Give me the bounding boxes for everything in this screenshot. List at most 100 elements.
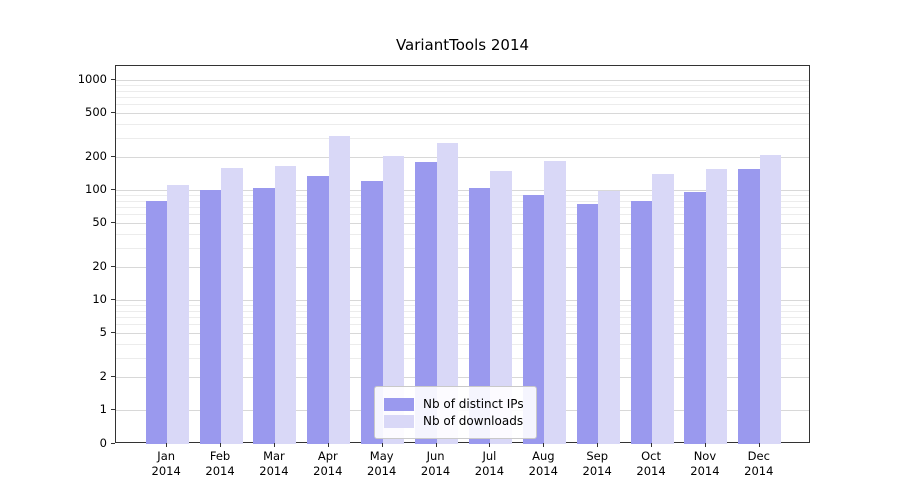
y-tick-label: 1000	[77, 72, 107, 86]
x-tick-mark	[435, 443, 437, 447]
y-tick-label: 0	[99, 436, 107, 450]
gridline-major	[116, 300, 809, 301]
x-tick-label-line: Apr	[317, 449, 338, 463]
gridline-minor	[116, 137, 809, 139]
gridline-minor	[116, 343, 809, 345]
gridline-minor	[116, 104, 809, 106]
bar-downloads	[328, 135, 351, 444]
gridline-major	[116, 376, 809, 378]
gridline-minor	[116, 195, 809, 197]
legend-item-distinct-ips: Nb of distinct IPs	[384, 397, 524, 411]
x-tick-label-line: 2014	[205, 464, 235, 478]
x-tick-mark	[758, 443, 760, 447]
x-tick-label-line: Jul	[482, 449, 497, 463]
y-tick-mark	[111, 189, 115, 190]
y-tick-mark	[111, 265, 115, 267]
y-tick-mark	[111, 332, 115, 334]
x-tick-label: Sep 2014	[567, 449, 627, 479]
x-tick-mark	[166, 443, 168, 447]
bar-downloads	[544, 160, 566, 444]
y-tick-label: 100	[85, 182, 107, 196]
gridline-major	[116, 223, 809, 225]
gridline-minor	[116, 305, 809, 307]
x-tick-label: Jan 2014	[136, 449, 196, 479]
bar-downloads	[221, 167, 243, 444]
x-tick-mark	[327, 443, 329, 447]
bar-distinct-ips	[684, 192, 706, 444]
bar-downloads	[652, 173, 674, 444]
x-tick-mark	[651, 443, 653, 447]
x-tick-label-line: 2014	[313, 464, 343, 478]
legend-swatch-downloads	[384, 414, 414, 428]
x-tick-label-line: 2014	[528, 464, 558, 478]
x-tick-label: Feb 2014	[190, 449, 250, 479]
y-tick-label: 20	[92, 258, 107, 273]
x-tick-label: Apr 2014	[298, 449, 358, 479]
x-tick-label-line: 2014	[259, 464, 289, 478]
bar-downloads	[382, 155, 405, 444]
bar-distinct-ips	[468, 187, 491, 444]
x-tick-label-line: 2014	[582, 464, 612, 478]
y-tick-label: 500	[85, 105, 107, 120]
x-tick-label-line: 2014	[690, 464, 720, 478]
y-tick-mark	[111, 222, 115, 224]
x-tick-label: Jun 2014	[406, 449, 466, 479]
x-tick-label: Oct 2014	[621, 449, 681, 479]
gridline-minor	[116, 123, 809, 125]
gridline-major	[116, 113, 809, 115]
y-tick-label: 200	[85, 148, 107, 163]
x-tick-label-line: Aug	[532, 449, 555, 463]
bar-downloads	[705, 169, 728, 444]
x-tick-mark	[543, 443, 545, 447]
chart-title: VariantTools 2014	[395, 36, 530, 54]
x-tick-label-line: Sep	[586, 449, 609, 463]
bar-distinct-ips	[576, 203, 599, 444]
gridline-minor	[116, 214, 809, 216]
gridline-minor	[116, 207, 809, 209]
y-tick-label: 2	[99, 368, 107, 383]
bar-distinct-ips	[307, 175, 329, 444]
x-tick-mark	[273, 443, 275, 447]
y-tick-mark	[111, 79, 115, 80]
legend-item-downloads: Nb of downloads	[384, 414, 524, 428]
bar-distinct-ips	[415, 161, 437, 444]
x-tick-label-line: Feb	[209, 449, 231, 463]
gridline-minor	[116, 324, 809, 326]
x-tick-label: Aug 2014	[513, 449, 573, 479]
x-tick-label-line: 2014	[367, 464, 397, 478]
gridline-minor	[116, 233, 809, 235]
x-tick-label-line: 2014	[636, 464, 666, 478]
bar-distinct-ips	[630, 200, 653, 444]
plot-area	[115, 65, 810, 444]
legend-label-distinct-ips: Nb of distinct IPs	[423, 397, 524, 411]
bar-distinct-ips	[253, 187, 275, 444]
y-tick-mark	[111, 409, 115, 410]
x-tick-label-line: Dec	[747, 449, 770, 463]
x-tick-mark	[489, 443, 491, 447]
x-tick-mark	[597, 443, 599, 447]
bar-distinct-ips	[361, 181, 383, 444]
y-tick-mark	[111, 112, 115, 114]
gridline-minor	[116, 310, 809, 312]
y-tick-mark	[111, 443, 115, 444]
bar-downloads	[167, 185, 189, 444]
x-tick-label-line: Jun	[426, 449, 445, 463]
bar-downloads	[274, 166, 297, 444]
legend-label-downloads: Nb of downloads	[423, 414, 524, 428]
gridline-major	[116, 156, 809, 158]
legend-swatch-distinct-ips	[384, 397, 414, 411]
gridline-minor	[116, 317, 809, 319]
gridline-minor	[116, 97, 809, 99]
x-tick-mark	[220, 443, 222, 447]
bar-distinct-ips	[738, 169, 760, 444]
gridline-major	[116, 266, 809, 268]
y-tick-label: 5	[99, 325, 107, 340]
x-tick-label: May 2014	[352, 449, 412, 479]
bar-downloads	[490, 170, 512, 444]
x-tick-label: Mar 2014	[244, 449, 304, 479]
legend: Nb of distinct IPs Nb of downloads	[374, 386, 537, 439]
bar-distinct-ips	[145, 200, 168, 444]
x-tick-label: Nov 2014	[675, 449, 735, 479]
gridline-major	[116, 80, 809, 81]
